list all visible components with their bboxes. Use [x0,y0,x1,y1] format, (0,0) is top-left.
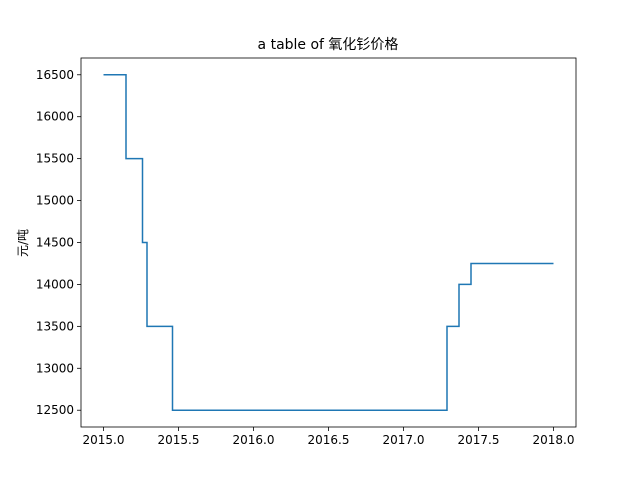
y-tick-label: 15500 [36,152,74,166]
series-line-0 [103,74,554,411]
axes-frame [80,57,577,428]
x-tick-label: 2015.0 [83,433,125,447]
y-tick-label: 15000 [36,194,74,208]
y-tick-label: 14000 [36,277,74,291]
y-tick-label: 14500 [36,236,74,250]
plot-area: 2015.0 2015.5 2016.0 2016.5 2017.0 2017.5 2018… [36,57,577,447]
y-tick-label: 13500 [36,319,74,333]
x-tick-label: 2017.0 [383,433,425,447]
y-axis-label: 元/吨 [16,229,30,257]
x-tick-label: 2016.0 [233,433,275,447]
y-tick-label: 16500 [36,68,74,82]
x-tick-label: 2016.5 [308,433,350,447]
x-tick-label: 2015.5 [158,433,200,447]
y-tick-label: 16000 [36,110,74,124]
x-tick-label: 2017.5 [458,433,500,447]
y-tick-label: 13000 [36,361,74,375]
x-tick-label: 2018.0 [533,433,575,447]
chart-title: a table of 氧化钐价格 [258,37,399,53]
y-tick-label: 12500 [36,403,74,417]
